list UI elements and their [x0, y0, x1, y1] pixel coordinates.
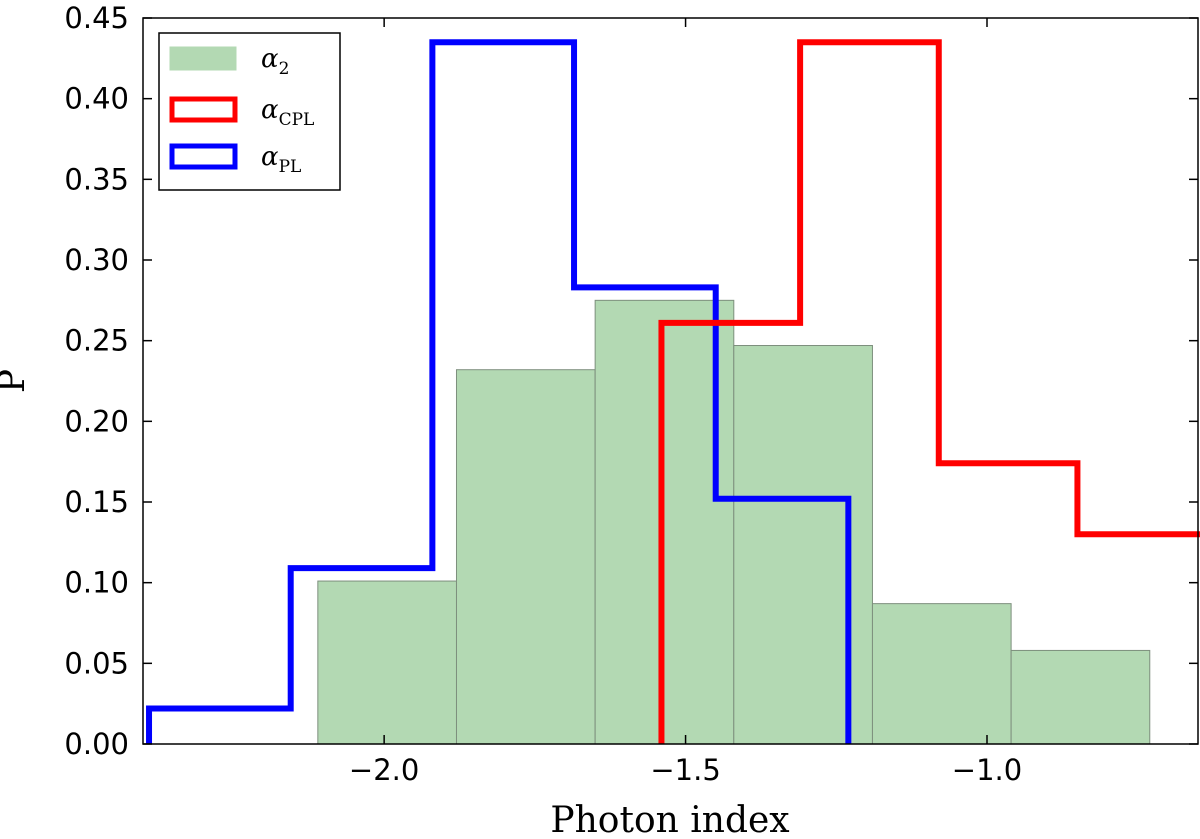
step-lines	[146, 39, 1200, 744]
x-tick-label: −1.5	[650, 753, 720, 787]
alpha-2-bar	[733, 345, 873, 745]
x-axis-label: Photon index	[550, 800, 789, 839]
legend-label-alpha-pl: αPL	[261, 142, 301, 177]
legend-swatch-alpha-pl	[169, 143, 238, 170]
alpha-2-bar	[871, 603, 1012, 745]
y-tick-label: 0.35	[64, 162, 129, 196]
y-tick-label: 0.20	[64, 404, 129, 438]
legend-swatch-alpha-cpl	[169, 96, 238, 123]
y-tick-label: 0.05	[64, 646, 129, 680]
plot-frame	[142, 17, 1199, 745]
y-axis-label: P	[0, 369, 33, 393]
y-tick-label: 0.00	[64, 727, 129, 761]
alpha-pl-step-line	[146, 39, 852, 744]
y-tick-label: 0.10	[64, 566, 129, 600]
alpha-cpl-step-line	[658, 39, 1200, 744]
x-tick-label: −2.0	[349, 753, 419, 787]
y-tick-label: 0.45	[64, 1, 129, 35]
axis-ticks: 0.00 0.05 0.10 0.15 0.20 0.25 0.30 0.35 0.40 0.45…	[64, 1, 1198, 787]
y-tick-label: 0.15	[64, 485, 129, 519]
legend-label-alpha-cpl: αCPL	[261, 95, 314, 130]
y-tick-label: 0.25	[64, 324, 129, 358]
alpha-2-bar	[455, 369, 596, 745]
y-tick-label: 0.40	[64, 82, 129, 116]
legend: α2 αCPL αPL	[158, 32, 341, 191]
alpha-2-bars	[317, 299, 1151, 745]
legend-label-alpha-2: α2	[261, 44, 289, 79]
legend-swatch-alpha-2	[169, 46, 237, 71]
alpha-2-bar	[317, 580, 457, 745]
alpha-2-bar	[594, 299, 735, 745]
y-tick-label: 0.30	[64, 243, 129, 277]
alpha-2-bar	[1010, 649, 1151, 745]
x-tick-label: −1.0	[952, 753, 1022, 787]
